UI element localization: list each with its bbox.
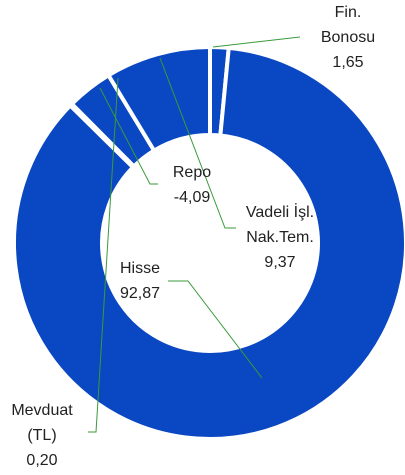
slice bbox=[12, 45, 405, 441]
value-label: 92,87 bbox=[119, 285, 161, 302]
slice-label: Mevduat (TL) 0,20 bbox=[2, 398, 82, 473]
value-label: -4,09 bbox=[173, 189, 211, 206]
slice bbox=[105, 44, 212, 154]
leader-line bbox=[212, 36, 301, 48]
value-label: 1,65 bbox=[332, 54, 364, 71]
category-name: Hisse bbox=[119, 260, 160, 277]
leader-line bbox=[159, 57, 236, 229]
leader-line bbox=[88, 77, 119, 433]
value-label: 9,37 bbox=[264, 254, 296, 271]
leader-line bbox=[168, 280, 263, 379]
slice-label: Hisse 92,87 bbox=[105, 256, 175, 306]
category-name: Repo bbox=[172, 164, 212, 181]
leader-line bbox=[99, 87, 158, 185]
slice-label: Fin. Bonosu 1,65 bbox=[313, 0, 383, 75]
category-name: Fin. Bonosu bbox=[320, 4, 376, 46]
slice-label: Vadeli İşl. Nak.Tem. 9,37 bbox=[233, 200, 328, 275]
category-name: Vadeli İşl. Nak.Tem. bbox=[245, 204, 315, 246]
slice-label: Repo -4,09 bbox=[157, 160, 227, 210]
category-name: Mevduat (TL) bbox=[11, 402, 73, 444]
value-label: 0,20 bbox=[26, 452, 58, 469]
